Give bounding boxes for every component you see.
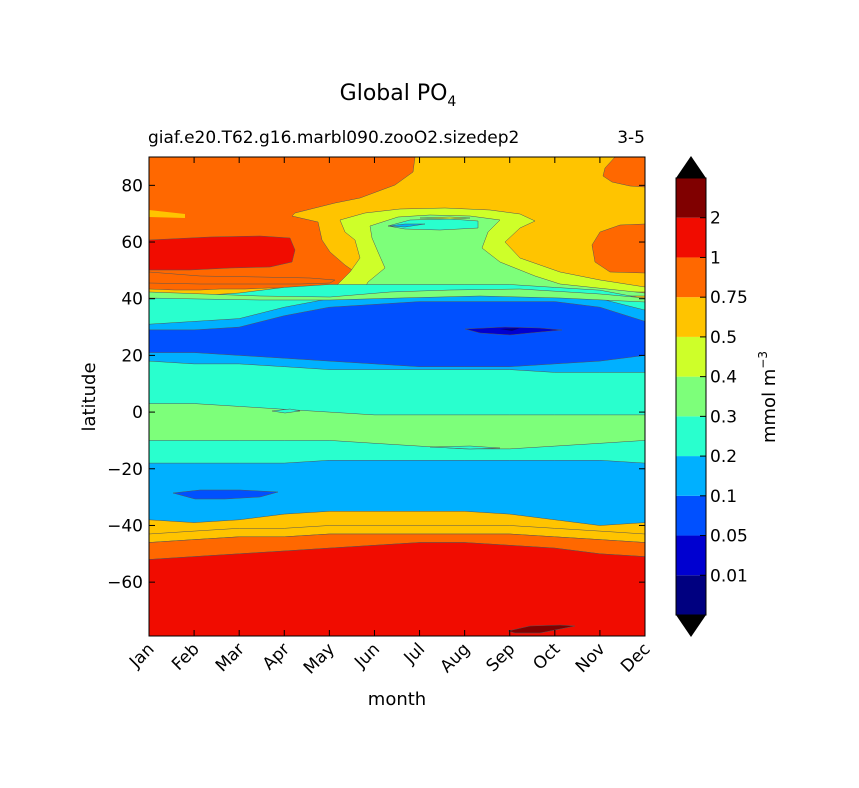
chart-title-main: Global PO bbox=[340, 81, 448, 106]
x-tick-label: Jun bbox=[350, 639, 384, 673]
x-tick-label: Dec bbox=[617, 639, 654, 676]
plot-frame bbox=[148, 156, 646, 637]
colorbar-swatch bbox=[676, 257, 706, 298]
colorbar-swatch bbox=[676, 575, 706, 615]
colorbar-swatch bbox=[676, 456, 706, 496]
x-tick-label: Feb bbox=[168, 639, 203, 674]
colorbar-label: mmol m−3 bbox=[756, 351, 780, 443]
contour-south-deep-blue bbox=[172, 489, 279, 500]
colorbar-tick-label: 0.3 bbox=[710, 407, 737, 427]
contour-north-blue-island bbox=[387, 223, 426, 228]
y-axis: 80 60 40 20 0 −20 −40 −60 bbox=[107, 176, 645, 593]
colorbar-swatch bbox=[676, 297, 706, 337]
contour-north-green bbox=[359, 214, 645, 297]
colorbar-tick-label: 0.1 bbox=[710, 487, 737, 507]
colorbar-tick-label: 0.5 bbox=[710, 328, 737, 348]
chart-subtitle-left: giaf.e20.T62.g16.marbl090.zooO2.sizedep2 bbox=[148, 128, 519, 148]
y-tick-label: 80 bbox=[121, 176, 143, 196]
contour-band_1_2_south bbox=[149, 542, 645, 636]
colorbar-tick-label: 0.4 bbox=[710, 368, 737, 388]
colorbar-tick-label: 0.2 bbox=[710, 447, 737, 467]
contour-bands bbox=[149, 284, 645, 636]
x-tick-label: May bbox=[300, 639, 339, 678]
colorbar-extend-bottom bbox=[676, 615, 706, 637]
contour-plot-area bbox=[149, 157, 645, 636]
x-tick-label: Jan bbox=[125, 639, 158, 672]
colorbar-swatch bbox=[676, 535, 706, 576]
chart-title-subscript: 4 bbox=[447, 94, 456, 110]
contour-north-green-strip bbox=[149, 288, 645, 303]
x-axis-label: month bbox=[368, 689, 426, 710]
colorbar-tick-label: 0.75 bbox=[710, 288, 748, 308]
contour-east-orange-top bbox=[602, 157, 645, 188]
y-tick-label: −40 bbox=[107, 516, 143, 536]
chart-subtitle-right: 3-5 bbox=[617, 128, 645, 148]
x-tick-label: Mar bbox=[212, 639, 249, 676]
x-tick-label: Nov bbox=[572, 639, 610, 677]
colorbar-label-main: mmol m bbox=[759, 369, 780, 443]
colorbar-tick-label: 2 bbox=[710, 209, 721, 229]
contour-north-lime-island bbox=[419, 216, 471, 220]
contour-north-orange-strip bbox=[149, 271, 336, 285]
colorbar-tick-label: 0.01 bbox=[710, 566, 748, 586]
contour-east-orange-mid bbox=[591, 223, 645, 274]
colorbar-swatch bbox=[676, 336, 706, 377]
colorbar-tick-label: 1 bbox=[710, 248, 721, 268]
colorbar-swatch bbox=[676, 416, 706, 457]
x-tick-label: Sep bbox=[482, 639, 519, 676]
colorbar-frame bbox=[675, 177, 707, 616]
x-tick-label: Jul bbox=[400, 639, 429, 668]
y-tick-label: 20 bbox=[121, 346, 143, 366]
colorbar-label-superscript: −3 bbox=[756, 351, 770, 369]
y-tick-label: 0 bbox=[132, 403, 143, 423]
chart-title: Global PO4 bbox=[340, 81, 457, 110]
contour-north-line bbox=[149, 210, 185, 218]
colorbar-swatch bbox=[676, 178, 706, 218]
y-axis-label: latitude bbox=[79, 362, 100, 431]
contour-south-dark-red bbox=[507, 624, 576, 634]
contour-band_0p05_0p1_north bbox=[149, 301, 645, 367]
contour-darkest-blue-north bbox=[500, 328, 520, 331]
colorbar-swatch bbox=[676, 495, 706, 536]
colorbar-swatch bbox=[676, 376, 706, 417]
x-tick-label: Oct bbox=[529, 639, 564, 674]
contour-equator-dark-line bbox=[429, 445, 501, 450]
x-tick-label: Aug bbox=[437, 639, 475, 677]
y-tick-label: −60 bbox=[107, 573, 143, 593]
y-tick-label: 60 bbox=[121, 233, 143, 253]
x-tick-label: Apr bbox=[259, 639, 294, 674]
y-tick-label: 40 bbox=[121, 290, 143, 310]
colorbar-extend-top bbox=[676, 156, 706, 178]
contour-north-red bbox=[149, 235, 296, 271]
colorbar-tick-label: 0.05 bbox=[710, 527, 748, 547]
colorbar: 0.01 0.05 0.1 0.2 0.3 0.4 0.5 0.75 1 2 bbox=[675, 156, 748, 637]
contour-north-cyan-island bbox=[387, 218, 479, 231]
y-tick-label: −20 bbox=[107, 460, 143, 480]
contour-equator-blob bbox=[271, 408, 301, 414]
colorbar-swatch bbox=[676, 217, 706, 258]
contour-deep-blue-north bbox=[464, 326, 563, 336]
contour-band_0p3_0p4_equator bbox=[149, 403, 645, 450]
